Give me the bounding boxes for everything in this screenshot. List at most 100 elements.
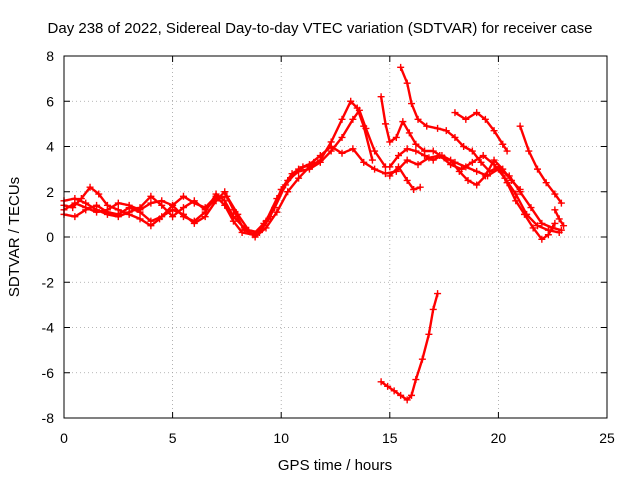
data-point (255, 228, 263, 236)
data-point (360, 158, 368, 166)
data-point (403, 79, 411, 87)
data-point (277, 185, 285, 193)
series-line (518, 124, 563, 205)
data-point (392, 133, 400, 141)
data-point (390, 387, 398, 395)
data-point (503, 147, 511, 155)
series-line (388, 165, 422, 191)
data-point (551, 219, 559, 227)
data-point (410, 185, 418, 193)
series-4 (60, 158, 318, 236)
data-point (473, 167, 481, 175)
data-point (481, 172, 489, 180)
y-tick-label: -6 (42, 365, 55, 381)
data-point (125, 208, 133, 216)
data-point (418, 355, 426, 363)
data-point (82, 199, 90, 207)
data-point (158, 201, 166, 209)
data-point (516, 122, 524, 130)
data-point (360, 122, 368, 130)
data-point (212, 195, 220, 203)
data-point (438, 152, 446, 160)
series-line (399, 66, 557, 241)
axis-ticks: 0 5 10 15 20 25 -8 -6 -4 -2 0 2 4 6 8 (42, 48, 615, 446)
data-point (533, 222, 541, 230)
data-point (310, 158, 318, 166)
data-point (403, 396, 411, 404)
data-point (179, 192, 187, 200)
data-point (429, 156, 437, 164)
series-line (379, 292, 439, 402)
data-point (71, 195, 79, 203)
data-point (516, 185, 524, 193)
data-point (327, 147, 335, 155)
data-point (368, 156, 376, 164)
data-point (412, 147, 420, 155)
x-tick-label: 20 (491, 430, 507, 446)
data-point (381, 120, 389, 128)
data-point (169, 213, 177, 221)
data-point (377, 93, 385, 101)
data-point (71, 213, 79, 221)
data-point (179, 213, 187, 221)
series-11 (551, 206, 568, 230)
series-7 (386, 145, 524, 193)
data-point (284, 188, 292, 196)
series-line (62, 100, 374, 239)
data-point (223, 192, 231, 200)
y-tick-label: 4 (46, 139, 54, 155)
data-point (425, 330, 433, 338)
data-point (462, 115, 470, 123)
series-6 (397, 63, 559, 243)
data-point (529, 224, 537, 232)
data-point (507, 176, 515, 184)
data-point (394, 152, 402, 160)
data-point (442, 127, 450, 135)
data-point (347, 97, 355, 105)
data-point (403, 176, 411, 184)
data-point (451, 109, 459, 117)
data-point (381, 170, 389, 178)
x-axis-label: GPS time / hours (278, 457, 392, 474)
data-point (299, 163, 307, 171)
data-point (527, 204, 535, 212)
data-point (434, 124, 442, 132)
data-point (460, 143, 468, 150)
data-point (414, 161, 422, 169)
data-point (408, 100, 416, 108)
data-point (473, 181, 481, 189)
y-tick-label: -8 (42, 410, 55, 426)
data-point (403, 156, 411, 164)
data-point (538, 235, 546, 243)
data-point (147, 199, 155, 207)
data-point (408, 391, 416, 399)
data-point (421, 152, 429, 160)
data-point (327, 138, 335, 146)
data-point (551, 190, 559, 198)
data-point (201, 206, 209, 214)
series-line (62, 161, 315, 234)
data-point (103, 210, 111, 218)
data-point (86, 183, 94, 191)
y-tick-label: 2 (46, 184, 54, 200)
data-point (338, 149, 346, 157)
data-point (229, 213, 237, 221)
data-point (221, 188, 229, 196)
data-point (234, 210, 242, 218)
data-point (557, 226, 565, 234)
x-tick-label: 5 (169, 430, 177, 446)
data-point (429, 305, 437, 313)
data-point (136, 204, 144, 212)
data-point (473, 109, 481, 117)
data-series (60, 63, 568, 404)
data-point (490, 127, 498, 135)
y-tick-label: 6 (46, 93, 54, 109)
data-point (490, 156, 498, 164)
x-tick-label: 15 (382, 430, 398, 446)
data-point (338, 133, 346, 141)
x-tick-label: 10 (273, 430, 289, 446)
data-point (560, 222, 568, 230)
y-axis-label: SDTVAR / TECUs (6, 177, 23, 297)
data-point (386, 163, 394, 171)
